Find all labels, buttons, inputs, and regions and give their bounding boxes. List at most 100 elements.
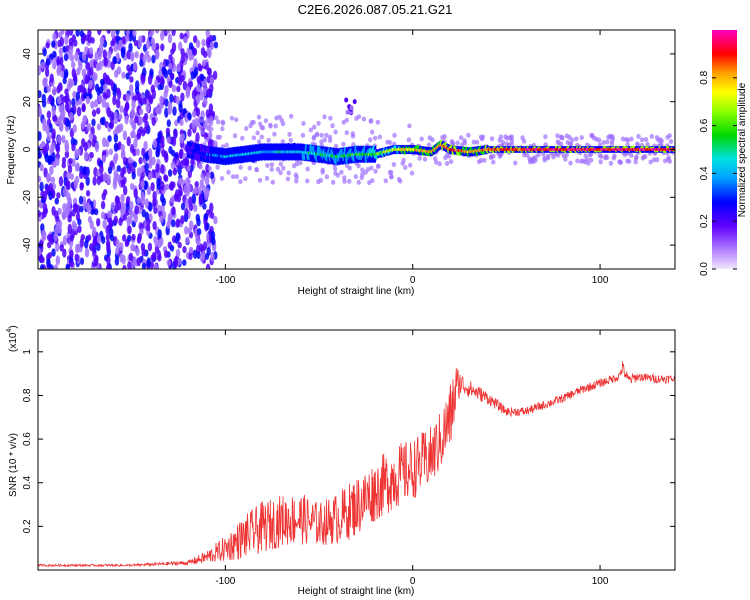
spectrogram-cell <box>96 107 101 115</box>
spectrogram-cell <box>157 253 162 262</box>
spectrogram-cell <box>78 195 84 205</box>
spectrogram-cell <box>331 179 336 185</box>
spectrogram-cell <box>154 49 160 59</box>
spectrogram-cell <box>62 202 67 212</box>
spectrogram-cell <box>102 91 107 99</box>
spectrogram-cell <box>46 85 51 93</box>
spectrogram-cell <box>278 170 283 176</box>
spectrogram-cell <box>62 235 68 246</box>
spectrogram-cell <box>55 255 60 266</box>
spectrogram-cell <box>38 210 41 218</box>
spectrogram-cell <box>209 126 214 132</box>
spectrogram-cell <box>89 66 94 76</box>
spectrogram-cell <box>509 136 514 141</box>
spectrogram-cell <box>160 180 165 191</box>
spectrogram-cell <box>51 128 56 139</box>
spectrogram-cell <box>150 254 155 262</box>
spectrogram-cell <box>118 217 123 226</box>
spectrogram-cell <box>84 239 89 249</box>
spectrogram-cell <box>79 182 85 189</box>
spectrogram-cell <box>60 30 65 35</box>
colorbar-tick-label: 0.6 <box>699 118 710 132</box>
spectrogram-cell <box>603 155 608 161</box>
spectrogram-cell <box>200 129 205 135</box>
spectrogram-cell <box>249 120 255 126</box>
spectrogram-cell <box>42 48 47 57</box>
spectrogram-cell <box>38 65 42 76</box>
spectrogram-cell <box>449 139 455 144</box>
spectrogram-cell <box>208 130 213 140</box>
spectrogram-cell <box>171 206 176 216</box>
spectrogram-cell <box>184 207 189 217</box>
spectrogram-cell <box>159 215 164 224</box>
spectrogram-cell <box>148 201 153 212</box>
spectrogram-cell <box>163 90 168 99</box>
spectrogram-cell <box>339 169 344 175</box>
spectrogram-cell <box>178 185 183 196</box>
snr-ylabel: SNR (10 * v/v) <box>8 433 19 497</box>
spectrogram-cell <box>67 223 73 235</box>
spectrogram-cell <box>437 161 442 167</box>
spectrogram-cell <box>51 40 56 48</box>
spectrogram-cell <box>213 215 218 225</box>
spectrogram-cell <box>85 62 91 70</box>
colorbar-tick-label: 0.0 <box>699 262 710 276</box>
spectrogram-cell <box>53 264 58 269</box>
spectrogram-cell <box>119 242 124 252</box>
spectrogram-cell <box>115 247 120 256</box>
spectrogram-cell <box>165 183 170 191</box>
spectrogram-cell <box>176 63 181 73</box>
spectrogram-cell <box>44 142 50 152</box>
spectrogram-cell <box>50 143 55 154</box>
spectrogram-cell <box>56 192 61 199</box>
spectrogram-cell <box>115 239 120 249</box>
spectrogram-cell <box>471 139 477 145</box>
spectrogram-cell <box>287 131 292 137</box>
spectrogram-cell <box>85 189 91 197</box>
spectrogram-cell <box>100 200 106 210</box>
spectrogram-cell <box>47 155 52 164</box>
spectrogram-cell <box>157 228 162 239</box>
spectrogram-cell <box>202 203 207 210</box>
snr-ytick-label: 0.4 <box>22 475 33 489</box>
spectrogram-cell <box>263 118 269 124</box>
spectrogram-cell <box>79 30 85 38</box>
spectrogram-cell <box>200 173 205 179</box>
spectrogram-cell <box>391 162 397 167</box>
spectrogram-cell <box>75 243 80 254</box>
spectrogram-cell <box>120 167 125 178</box>
spectrogram-cell <box>99 35 105 46</box>
spectrogram-cell <box>81 68 87 77</box>
spectrogram-cell <box>156 143 161 153</box>
spectrogram-cell <box>206 240 212 250</box>
spectrogram-cell <box>130 51 135 62</box>
spectrogram-cell <box>179 119 184 126</box>
spectrogram-cell <box>645 141 650 147</box>
spectrogram-ytick-label: -40 <box>22 237 33 252</box>
spectrogram-cell <box>92 176 97 186</box>
spectrogram-cell <box>543 134 548 140</box>
spectrogram-cell <box>128 42 133 53</box>
spectrogram-cell <box>74 51 79 62</box>
spectrogram-cell <box>342 175 347 181</box>
spectrogram-cell <box>114 69 119 78</box>
spectrogram-cell <box>93 72 98 82</box>
spectrogram-cell <box>69 173 75 180</box>
spectrogram-cell <box>61 211 67 221</box>
spectrogram-cell <box>125 92 131 102</box>
spectrogram-cell <box>159 236 164 247</box>
spectrogram-cell <box>69 54 75 62</box>
spectrogram-cell <box>286 170 291 176</box>
spectrogram-cell <box>81 104 86 113</box>
spectrogram-cell <box>406 137 412 143</box>
spectrogram-cell <box>121 71 126 79</box>
spectrogram-cell <box>260 125 266 131</box>
spectrogram-cell <box>130 243 135 252</box>
spectrogram-cell <box>419 136 424 142</box>
spectrogram-cell <box>82 166 87 176</box>
spectrogram-cell <box>127 225 132 235</box>
spectrogram-cell <box>575 158 580 164</box>
spectrogram-cell <box>458 135 464 141</box>
spectrogram-cell <box>89 151 94 159</box>
spectrogram-cell <box>64 35 69 45</box>
